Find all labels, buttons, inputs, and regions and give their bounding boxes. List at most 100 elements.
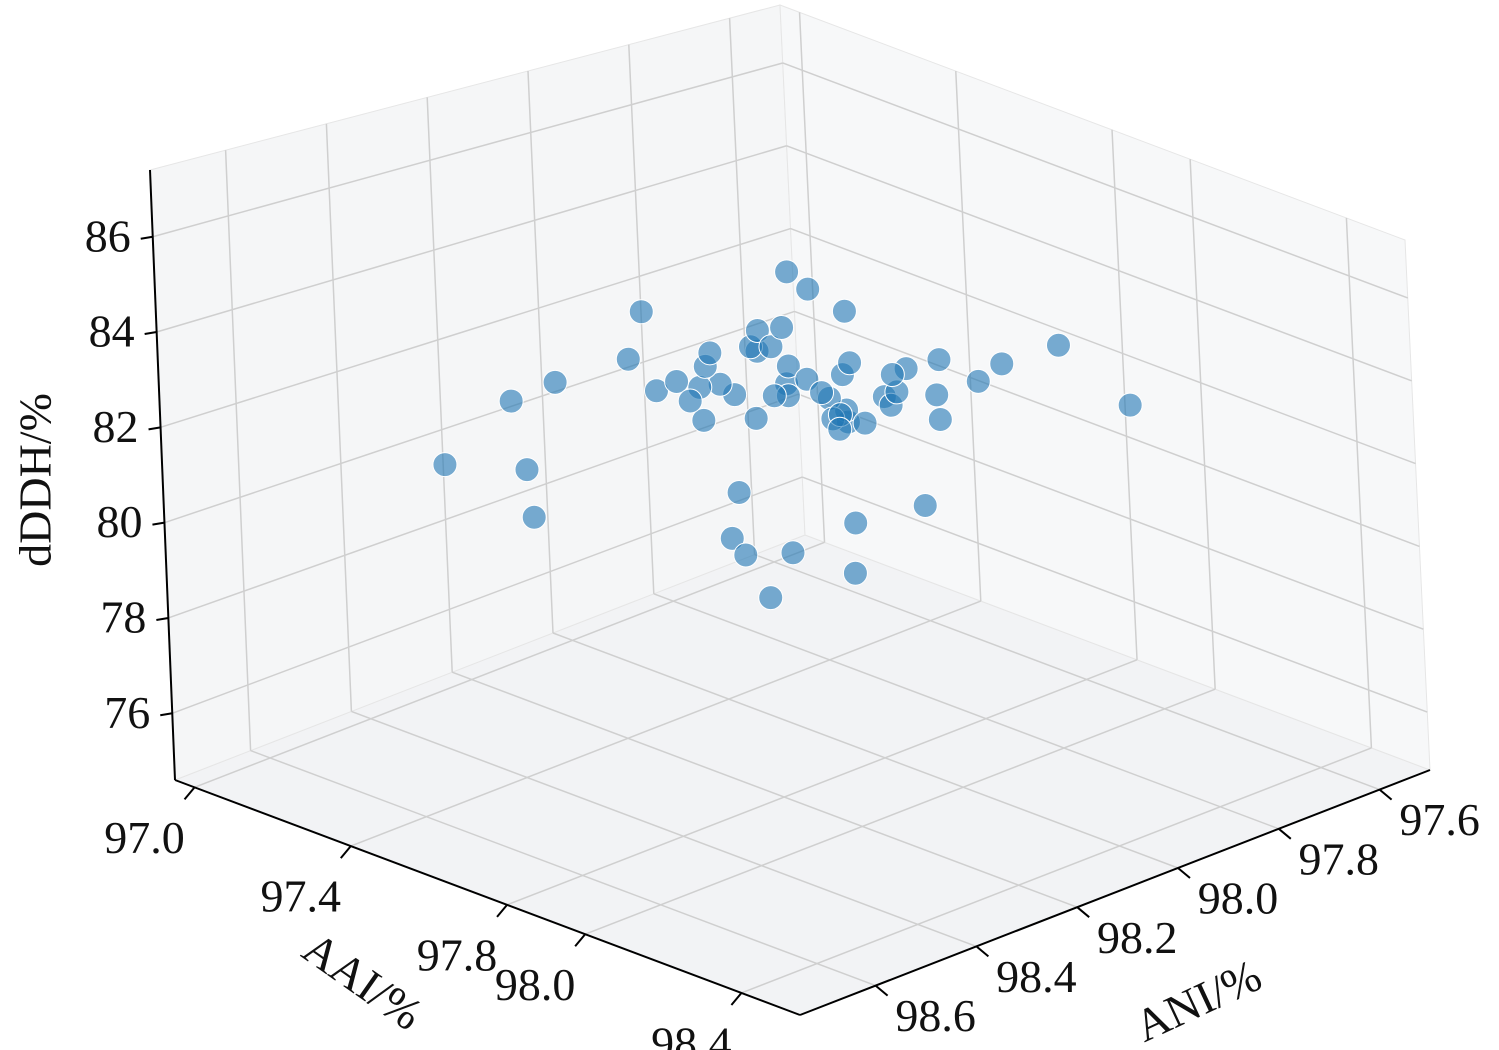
grid-line bbox=[552, 632, 1179, 869]
grid-line bbox=[194, 541, 825, 789]
point bbox=[664, 369, 690, 395]
grid-line bbox=[955, 71, 982, 602]
point bbox=[726, 480, 752, 506]
y-axis-line bbox=[799, 769, 1431, 1016]
point bbox=[775, 353, 801, 379]
point bbox=[842, 560, 868, 586]
grid-line bbox=[152, 62, 783, 238]
y-tick bbox=[975, 945, 990, 958]
z-tick bbox=[156, 616, 169, 621]
x-tick bbox=[340, 845, 352, 859]
grid-line bbox=[786, 145, 1412, 382]
point bbox=[521, 504, 547, 530]
grid-line bbox=[451, 671, 1078, 908]
point bbox=[761, 383, 787, 409]
grid bbox=[152, 12, 1428, 994]
x-tick-label: 97.4 bbox=[261, 871, 342, 922]
point bbox=[989, 351, 1015, 377]
z-tick-label: 78 bbox=[100, 592, 146, 643]
axes: 97.097.497.898.098.497.697.898.098.298.4… bbox=[85, 169, 1480, 1050]
panes bbox=[149, 4, 1432, 1016]
point bbox=[719, 525, 745, 551]
point bbox=[697, 340, 723, 366]
grid-line bbox=[584, 688, 1216, 935]
point bbox=[744, 318, 770, 344]
grid-line bbox=[250, 749, 876, 987]
grid-line bbox=[168, 393, 799, 619]
x-tick-label: 98.0 bbox=[495, 959, 576, 1010]
point bbox=[827, 416, 853, 442]
y-axis-label: ANI/% bbox=[1127, 949, 1269, 1050]
x-tick-label: 97.0 bbox=[104, 812, 185, 863]
z-tick-label: 84 bbox=[89, 306, 135, 357]
point bbox=[691, 407, 717, 433]
point bbox=[795, 276, 821, 302]
point bbox=[542, 369, 568, 395]
x-axis-line bbox=[174, 779, 801, 1016]
x-tick bbox=[496, 904, 508, 918]
y-tick-label: 97.8 bbox=[1299, 833, 1380, 884]
point bbox=[926, 347, 952, 373]
point bbox=[924, 382, 950, 408]
grid-line bbox=[351, 710, 977, 948]
point bbox=[927, 406, 953, 432]
y-tick bbox=[1378, 788, 1393, 801]
grid-line bbox=[325, 123, 353, 712]
point bbox=[498, 388, 524, 414]
x-tick bbox=[730, 992, 743, 1006]
points bbox=[432, 259, 1143, 611]
x-tick bbox=[183, 786, 196, 800]
point bbox=[628, 299, 654, 325]
y-tick-label: 97.6 bbox=[1399, 794, 1480, 845]
point bbox=[615, 346, 641, 372]
z-tick-label: 82 bbox=[93, 401, 139, 452]
grid-line bbox=[790, 227, 1416, 465]
point bbox=[758, 334, 784, 360]
y-tick bbox=[874, 984, 889, 997]
grid-line bbox=[527, 70, 554, 634]
grid-line bbox=[164, 310, 795, 524]
grid-line bbox=[782, 62, 1408, 299]
x-axis-label: AAI/% bbox=[294, 922, 432, 1040]
x-tick bbox=[574, 933, 586, 947]
z-axis-label: dDDH/% bbox=[10, 393, 61, 567]
z-tick bbox=[148, 426, 161, 431]
z-axis-line bbox=[149, 169, 176, 781]
y-tick-label: 98.2 bbox=[1097, 912, 1178, 963]
point bbox=[733, 542, 759, 568]
point bbox=[809, 380, 835, 406]
grid-line bbox=[653, 593, 1280, 830]
point bbox=[432, 452, 458, 478]
point bbox=[780, 540, 806, 566]
point bbox=[831, 298, 857, 324]
grid-line bbox=[160, 227, 791, 429]
point bbox=[965, 368, 991, 394]
z-tick bbox=[144, 331, 157, 336]
point bbox=[677, 388, 703, 414]
grid-line bbox=[426, 97, 453, 673]
point bbox=[843, 510, 869, 536]
point bbox=[912, 493, 938, 519]
z-tick-label: 80 bbox=[96, 496, 142, 547]
grid-line bbox=[1345, 217, 1373, 749]
z-tick bbox=[152, 521, 165, 526]
y-tick bbox=[1278, 828, 1292, 840]
grid-line bbox=[1189, 159, 1216, 690]
grid-line bbox=[802, 476, 1428, 713]
y-tick bbox=[1177, 867, 1191, 879]
point bbox=[879, 362, 905, 388]
point bbox=[769, 314, 795, 340]
x-tick-label: 98.4 bbox=[651, 1018, 732, 1050]
grid-line bbox=[754, 553, 1380, 791]
grid-line bbox=[728, 18, 756, 555]
point bbox=[1045, 332, 1071, 358]
x-tick-label: 97.8 bbox=[417, 929, 498, 980]
grid-line bbox=[794, 310, 1420, 548]
grid-line bbox=[798, 12, 826, 543]
grid-line bbox=[798, 393, 1424, 630]
z-tick-label: 76 bbox=[104, 687, 150, 738]
y-tick-label: 98.6 bbox=[895, 990, 976, 1041]
grid-line bbox=[741, 747, 1372, 994]
y-tick-label: 98.0 bbox=[1198, 873, 1279, 924]
